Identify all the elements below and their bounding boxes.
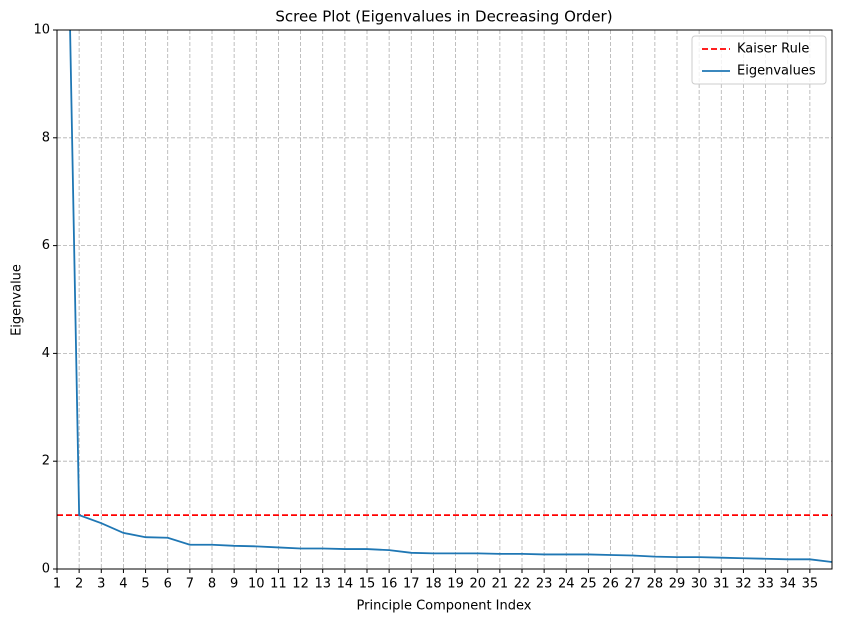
x-tick-label: 1 bbox=[53, 577, 61, 592]
y-axis-label: Eigenvalue bbox=[10, 264, 25, 336]
x-tick-label: 27 bbox=[624, 577, 641, 592]
y-tick-label: 6 bbox=[42, 238, 50, 253]
x-tick-label: 14 bbox=[337, 577, 354, 592]
x-tick-label: 6 bbox=[164, 577, 172, 592]
x-tick-label: 30 bbox=[691, 577, 708, 592]
legend-label: Eigenvalues bbox=[737, 64, 816, 79]
x-tick-label: 13 bbox=[314, 577, 331, 592]
x-tick-label: 5 bbox=[141, 577, 149, 592]
x-tick-label: 20 bbox=[469, 577, 486, 592]
plot-frame bbox=[56, 29, 833, 570]
x-tick-label: 32 bbox=[735, 577, 752, 592]
y-tick-label: 8 bbox=[42, 130, 50, 145]
chart-title: Scree Plot (Eigenvalues in Decreasing Or… bbox=[275, 8, 612, 26]
x-tick-label: 28 bbox=[647, 577, 664, 592]
x-tick-label: 21 bbox=[492, 577, 509, 592]
x-tick-label: 33 bbox=[757, 577, 774, 592]
x-tick-label: 31 bbox=[713, 577, 730, 592]
x-tick-label: 19 bbox=[447, 577, 464, 592]
x-tick-label: 26 bbox=[602, 577, 619, 592]
x-tick-label: 15 bbox=[359, 577, 376, 592]
plot-area bbox=[57, 30, 832, 563]
x-tick-label: 9 bbox=[230, 577, 238, 592]
x-tick-label: 24 bbox=[558, 577, 575, 592]
x-tick-label: 18 bbox=[425, 577, 442, 592]
x-tick-label: 25 bbox=[580, 577, 597, 592]
x-tick-label: 3 bbox=[97, 577, 105, 592]
x-tick-label: 16 bbox=[381, 577, 398, 592]
x-axis-label: Principle Component Index bbox=[357, 599, 532, 614]
x-tick-label: 12 bbox=[292, 577, 309, 592]
x-tick-label: 7 bbox=[186, 577, 194, 592]
legend-box bbox=[691, 35, 827, 85]
x-tick-label: 35 bbox=[802, 577, 819, 592]
legend: Kaiser Rule Eigenvalues bbox=[691, 35, 827, 85]
x-tick-label: 22 bbox=[514, 577, 531, 592]
y-tick-label: 4 bbox=[42, 346, 50, 361]
x-tick-label: 29 bbox=[669, 577, 686, 592]
data-line bbox=[69, 30, 832, 563]
legend-label: Kaiser Rule bbox=[737, 42, 809, 57]
x-tick-label: 34 bbox=[779, 577, 796, 592]
y-tick-label: 10 bbox=[33, 23, 50, 38]
x-tick-label: 8 bbox=[208, 577, 216, 592]
y-tick-label: 2 bbox=[42, 454, 50, 469]
x-tick-label: 17 bbox=[403, 577, 420, 592]
y-tick-label: 0 bbox=[42, 562, 50, 577]
x-tick-label: 11 bbox=[270, 577, 287, 592]
x-tick-label: 23 bbox=[536, 577, 553, 592]
x-tick-label: 2 bbox=[75, 577, 83, 592]
x-tick-label: 10 bbox=[248, 577, 265, 592]
x-tick-label: 4 bbox=[119, 577, 127, 592]
